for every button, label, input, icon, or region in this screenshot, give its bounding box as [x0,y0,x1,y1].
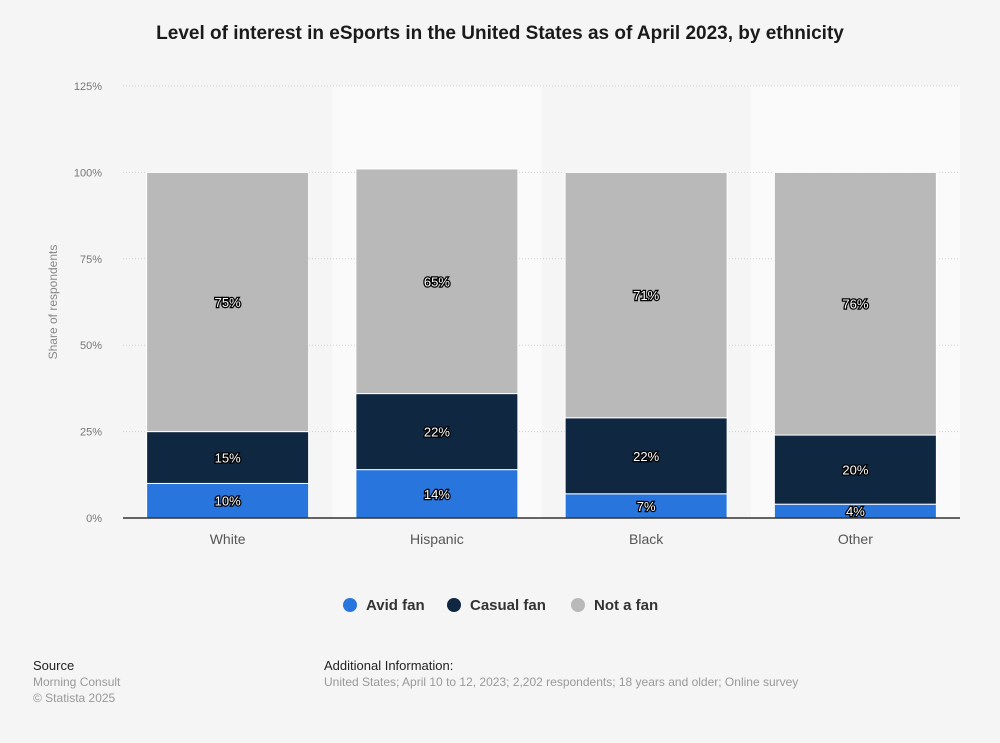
bar-segment [773,171,937,436]
legend-label: Not a fan [594,597,658,614]
y-tick-label: 125% [74,81,102,93]
y-tick-label: 0% [86,513,102,525]
data-label: 7% [637,499,656,514]
source-name[interactable]: Morning Consult [33,675,121,689]
data-label: 14% [424,487,450,502]
legend-marker [343,598,357,612]
bar-segment [146,431,310,484]
x-tick-label: Hispanic [410,531,464,547]
x-tick-label: Other [838,531,873,547]
data-label: 71% [633,288,659,303]
data-label: 4% [846,504,865,519]
chart-title: Level of interest in eSports in the Unit… [156,23,844,44]
y-tick-label: 25% [80,427,102,439]
additional-info-block: Additional Information: United States; A… [324,658,798,690]
data-label: 22% [633,449,659,464]
data-label: 65% [424,274,450,289]
legend-marker [447,598,461,612]
y-tick-label: 50% [80,340,102,352]
y-axis-label: Share of respondents [46,245,60,360]
data-label: 22% [424,425,450,440]
bar-segment [355,168,519,395]
data-label: 75% [215,295,241,310]
legend-marker [571,598,585,612]
bar-segment [146,482,310,519]
legend: Avid fan Casual fan Not a fan [343,597,658,614]
legend-label: Avid fan [366,597,425,614]
data-label: 76% [842,297,868,312]
y-tick-label: 100% [74,167,102,179]
bar-segment [146,171,310,433]
additional-info-heading: Additional Information: [324,658,454,673]
data-label: 15% [215,451,241,466]
data-label: 10% [215,494,241,509]
source-block: Source Morning Consult © Statista 2025 [33,658,120,706]
x-tick-label: Black [629,531,664,547]
copyright: © Statista 2025 [33,691,116,705]
bar-segment [564,417,728,495]
y-tick-label: 75% [80,254,102,266]
bar-segment [564,171,728,419]
source-heading: Source [33,658,75,673]
legend-item[interactable]: Avid fan [343,597,425,614]
legend-label: Casual fan [470,597,546,614]
data-label: 20% [842,463,868,478]
legend-item[interactable]: Casual fan [447,597,546,614]
bar-segment [773,434,937,505]
legend-item[interactable]: Not a fan [571,597,658,614]
x-tick-label: White [210,531,246,547]
additional-info-text: United States; April 10 to 12, 2023; 2,2… [324,675,799,689]
